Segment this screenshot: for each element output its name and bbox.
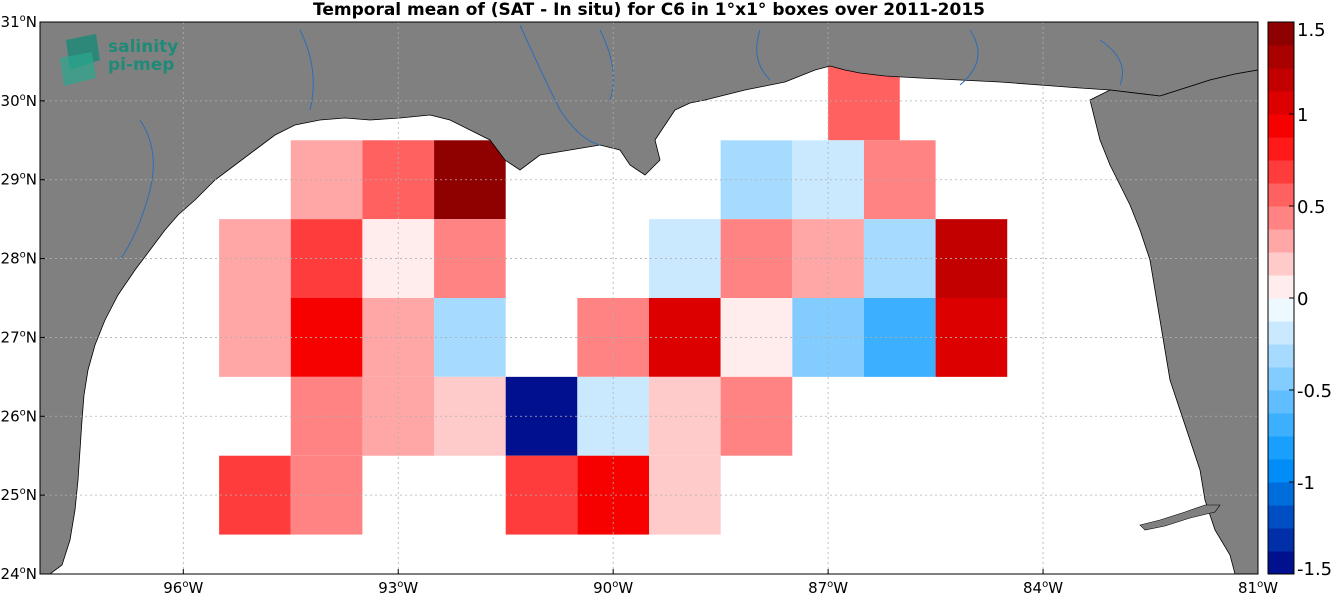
colorbar-segment	[1268, 91, 1294, 115]
colorbar-segment	[1268, 68, 1294, 92]
map-title: Temporal mean of (SAT - In situ) for C6 …	[313, 0, 985, 20]
salinity-box	[434, 140, 506, 220]
y-tick-label: 29oN	[1, 171, 37, 189]
colorbar-segment	[1268, 367, 1294, 391]
colorbar-tick-label: 1.5	[1297, 20, 1326, 41]
colorbar-segment	[1268, 183, 1294, 207]
colorbar-segment	[1268, 298, 1294, 322]
land-layer	[39, 21, 1259, 575]
land-keys	[1139, 504, 1221, 531]
y-tick-label: 26oN	[1, 407, 37, 425]
salinity-box	[434, 219, 506, 298]
salinity-box	[434, 376, 506, 456]
colorbar-segment	[1268, 160, 1294, 184]
x-axis-ticks: 96oW 93oW 90oW 87oW 84oW 81oW	[163, 569, 1278, 594]
land-north-coast	[39, 21, 1259, 575]
colorbar-segment	[1268, 137, 1294, 161]
map-area: salinity pi-mep	[39, 21, 1259, 575]
colorbar-segment	[1268, 275, 1294, 299]
x-tick-label: 87oW	[808, 579, 848, 594]
y-tick-label: 31oN	[1, 13, 37, 31]
x-tick-label: 81oW	[1238, 579, 1278, 594]
colorbar-segment	[1268, 505, 1294, 529]
y-tick-label: 30oN	[1, 92, 37, 110]
colorbar-segment	[1268, 344, 1294, 368]
colorbar-segment	[1268, 45, 1294, 69]
colorbar-segment	[1268, 413, 1294, 437]
rivers	[119, 24, 1123, 261]
colorbar-tick-label: 0	[1297, 289, 1308, 310]
salinity-pi-mep-logo: salinity pi-mep	[60, 34, 178, 86]
y-tick-label: 24oN	[1, 565, 37, 583]
colorbar-segment	[1268, 459, 1294, 483]
colorbar-segment	[1268, 229, 1294, 253]
salinity-box	[649, 298, 721, 377]
salinity-box	[863, 219, 936, 298]
colorbar-segment	[1268, 482, 1294, 506]
colorbar-tick-label: -1.5	[1297, 559, 1332, 580]
salinity-box	[434, 298, 506, 377]
salinity-box	[649, 455, 721, 535]
colorbar-tick-label: 1	[1297, 105, 1308, 126]
salinity-box	[863, 298, 936, 377]
y-tick-label: 28oN	[1, 250, 37, 268]
colorbar-segment	[1268, 390, 1294, 414]
salinity-box	[649, 219, 721, 298]
colorbar-segment	[1268, 206, 1294, 230]
x-tick-label: 93oW	[378, 579, 418, 594]
x-tick-label: 90oW	[593, 579, 633, 594]
colorbar: 1.5 1 0.5 0 -0.5 -1 -1.5	[1267, 20, 1332, 580]
colorbar-tick-label: -0.5	[1297, 381, 1332, 402]
colorbar-segment	[1268, 22, 1294, 46]
y-axis-ticks: 24oN 25oN 26oN 27oN 28oN 29oN 30oN 31oN	[1, 13, 45, 583]
land-florida	[1089, 69, 1259, 575]
colorbar-segment	[1268, 114, 1294, 138]
y-tick-label: 27oN	[1, 328, 37, 346]
x-tick-label: 84oW	[1023, 579, 1063, 594]
colorbar-tick-label: -1	[1297, 473, 1315, 494]
colorbar-segment	[1268, 436, 1294, 460]
salinity-box	[863, 140, 936, 220]
colorbar-segment	[1268, 321, 1294, 345]
map-frame	[39, 21, 1259, 575]
logo-text-line1: salinity	[108, 37, 178, 57]
colorbar-tick-label: 0.5	[1297, 197, 1326, 218]
logo-text-line2: pi-mep	[108, 55, 174, 75]
colorbar-segment	[1268, 252, 1294, 276]
salinity-box	[649, 376, 721, 456]
x-tick-label: 96oW	[163, 579, 203, 594]
colorbar-segment	[1268, 528, 1294, 552]
colorbar-segment	[1268, 551, 1294, 575]
y-tick-label: 25oN	[1, 486, 37, 504]
